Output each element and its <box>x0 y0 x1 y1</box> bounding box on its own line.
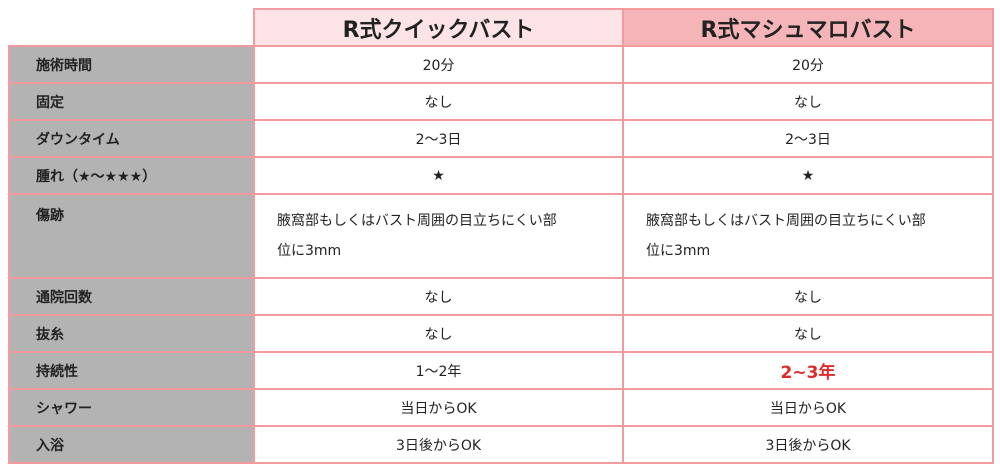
marshmallow-bust-value: ★ <box>622 156 994 195</box>
row-label: シャワー <box>8 388 255 427</box>
row-label: 固定 <box>8 82 255 121</box>
row-label: 抜糸 <box>8 314 255 353</box>
quick-bust-value: 3日後からOK <box>253 425 624 464</box>
marshmallow-bust-value: 当日からOK <box>622 388 994 427</box>
row-label: 腫れ（★〜★★★） <box>8 156 255 195</box>
quick-bust-value: なし <box>253 82 624 121</box>
row-label: 施術時間 <box>8 45 255 84</box>
quick-bust-value: 当日からOK <box>253 388 624 427</box>
highlight-value: 2~3年 <box>780 363 836 383</box>
table-row: 施術時間 20分 20分 <box>8 45 994 84</box>
marshmallow-bust-value: 3日後からOK <box>622 425 994 464</box>
quick-bust-value: ★ <box>253 156 624 195</box>
header-quick-bust: R式クイックバスト <box>253 8 624 47</box>
header-row: R式クイックバスト R式マシュマロバスト <box>9 8 994 47</box>
row-label: 通院回数 <box>8 277 255 316</box>
empty-corner <box>9 9 255 47</box>
row-label: 入浴 <box>8 425 255 464</box>
quick-bust-value: 2〜3日 <box>253 119 624 158</box>
table-row: 固定 なし なし <box>8 82 994 121</box>
table-row: 持続性 1〜2年 2~3年 <box>8 351 994 390</box>
table-row: 抜糸 なし なし <box>8 314 994 353</box>
row-label: ダウンタイム <box>8 119 255 158</box>
quick-bust-value: 20分 <box>253 45 624 84</box>
marshmallow-bust-value: なし <box>622 277 994 316</box>
table-row: シャワー 当日からOK 当日からOK <box>8 388 994 427</box>
marshmallow-bust-value: 20分 <box>622 45 994 84</box>
marshmallow-bust-value: 2〜3日 <box>622 119 994 158</box>
row-label: 傷跡 <box>8 193 255 279</box>
quick-bust-value: 1〜2年 <box>253 351 624 390</box>
table-row: 傷跡 腋窩部もしくはバスト周囲の目立ちにくい部位に3mm 腋窩部もしくはバスト周囲の… <box>8 193 994 279</box>
table-row: 腫れ（★〜★★★） ★ ★ <box>8 156 994 195</box>
marshmallow-bust-value: 2~3年 <box>622 351 994 390</box>
header-marshmallow-bust: R式マシュマロバスト <box>622 8 994 47</box>
quick-bust-value: なし <box>253 314 624 353</box>
quick-bust-value: なし <box>253 277 624 316</box>
marshmallow-bust-value: なし <box>622 314 994 353</box>
table-row: 入浴 3日後からOK 3日後からOK <box>8 425 994 464</box>
marshmallow-bust-value: 腋窩部もしくはバスト周囲の目立ちにくい部位に3mm <box>622 193 994 279</box>
table-row: 通院回数 なし なし <box>8 277 994 316</box>
marshmallow-bust-value: なし <box>622 82 994 121</box>
quick-bust-value: 腋窩部もしくはバスト周囲の目立ちにくい部位に3mm <box>253 193 624 279</box>
table-row: ダウンタイム 2〜3日 2〜3日 <box>8 119 994 158</box>
comparison-table: R式クイックバスト R式マシュマロバスト 施術時間 20分 20分 固定 なし なし ダウン… <box>8 8 994 464</box>
row-label: 持続性 <box>8 351 255 390</box>
